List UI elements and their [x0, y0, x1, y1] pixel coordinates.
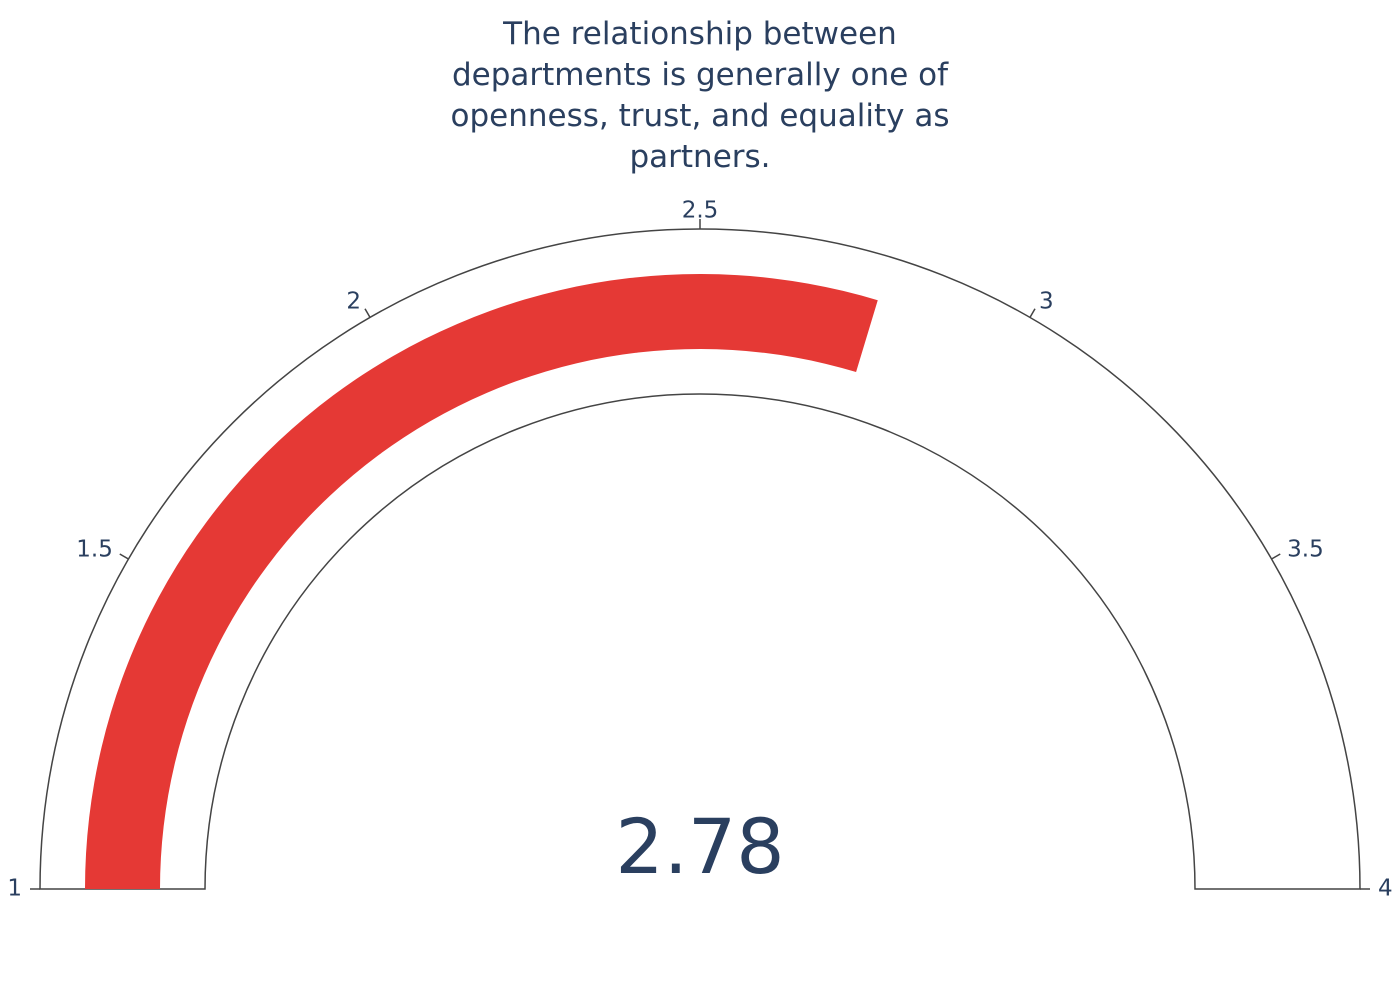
gauge-tick-label: 4 — [1378, 876, 1393, 902]
gauge-tick-label: 3.5 — [1287, 537, 1324, 563]
gauge-value-label: 2.78 — [615, 802, 784, 891]
gauge-tick-mark — [1029, 308, 1036, 318]
gauge-tick-mark — [1271, 553, 1281, 560]
chart-title: The relationship between departments is … — [450, 16, 950, 175]
gauge-ticks: 1 1.5 2 2.5 3 3.5 4 — [7, 198, 1392, 902]
gauge-tick-mark — [364, 308, 371, 318]
gauge-value-bar — [85, 274, 878, 889]
gauge-tick-label: 2.5 — [682, 198, 719, 224]
gauge-tick-label: 1 — [7, 876, 22, 902]
gauge-outline — [39, 228, 1361, 890]
gauge-tick-label: 1.5 — [76, 537, 113, 563]
gauge-tick-label: 2 — [346, 288, 361, 314]
gauge-tick-label: 3 — [1039, 288, 1054, 314]
gauge-tick-mark — [119, 553, 129, 560]
